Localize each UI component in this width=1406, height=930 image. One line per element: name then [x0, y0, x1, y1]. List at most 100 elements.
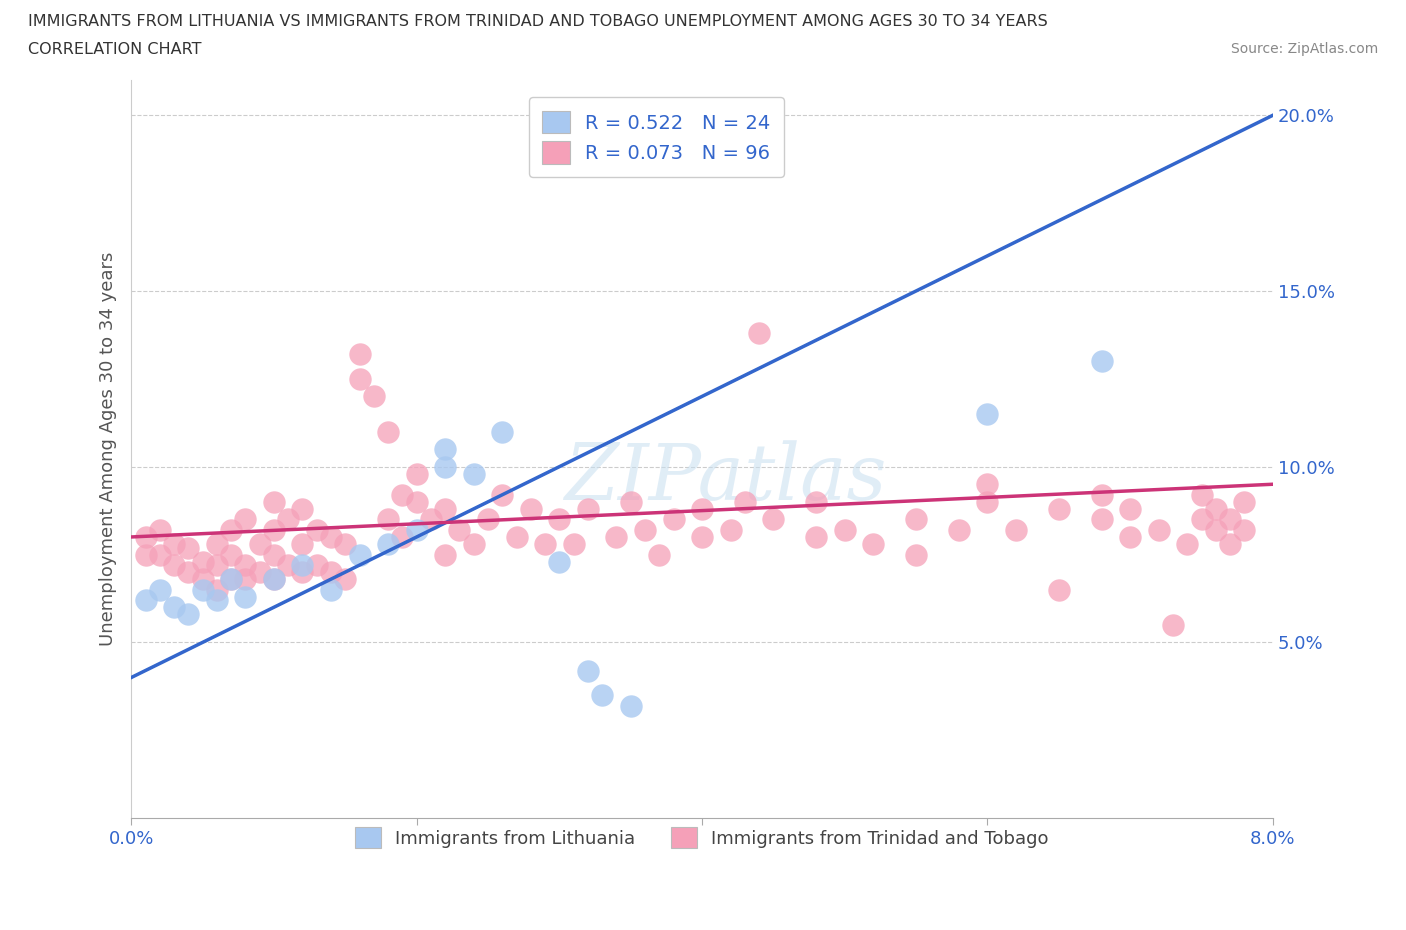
Point [377, 512, 399, 526]
Point [520, 501, 543, 516]
Point [205, 592, 228, 607]
Point [1005, 523, 1028, 538]
Point [434, 442, 457, 457]
Point [1047, 501, 1070, 516]
Point [191, 582, 214, 597]
Point [291, 537, 314, 551]
Point [548, 512, 571, 526]
Point [405, 466, 427, 481]
Point [905, 512, 928, 526]
Legend: Immigrants from Lithuania, Immigrants from Trinidad and Tobago: Immigrants from Lithuania, Immigrants fr… [343, 815, 1062, 861]
Point [219, 523, 242, 538]
Point [319, 582, 342, 597]
Point [249, 565, 271, 579]
Point [1091, 512, 1114, 526]
Point [305, 558, 328, 573]
Point [690, 501, 713, 516]
Point [419, 512, 441, 526]
Point [762, 512, 785, 526]
Point [491, 487, 513, 502]
Point [319, 565, 342, 579]
Point [319, 529, 342, 544]
Point [235, 572, 257, 587]
Point [205, 582, 228, 597]
Point [1233, 495, 1256, 510]
Point [249, 537, 271, 551]
Point [1175, 537, 1198, 551]
Point [434, 459, 457, 474]
Point [591, 687, 613, 702]
Point [620, 495, 643, 510]
Point [349, 371, 371, 386]
Point [1047, 582, 1070, 597]
Point [219, 572, 242, 587]
Point [634, 523, 657, 538]
Point [806, 495, 828, 510]
Point [235, 512, 257, 526]
Point [177, 565, 200, 579]
Point [662, 512, 685, 526]
Point [948, 523, 970, 538]
Text: ZIPatlas: ZIPatlas [564, 441, 886, 517]
Point [163, 537, 186, 551]
Text: CORRELATION CHART: CORRELATION CHART [28, 42, 201, 57]
Point [219, 572, 242, 587]
Point [1191, 512, 1213, 526]
Point [377, 537, 399, 551]
Point [449, 523, 471, 538]
Point [976, 477, 998, 492]
Point [491, 424, 513, 439]
Point [463, 466, 485, 481]
Point [149, 523, 172, 538]
Point [191, 554, 214, 569]
Point [391, 487, 413, 502]
Point [291, 558, 314, 573]
Point [862, 537, 884, 551]
Point [905, 547, 928, 562]
Point [1205, 501, 1227, 516]
Point [377, 424, 399, 439]
Point [349, 347, 371, 362]
Y-axis label: Unemployment Among Ages 30 to 34 years: Unemployment Among Ages 30 to 34 years [100, 252, 117, 646]
Point [134, 529, 156, 544]
Point [562, 537, 585, 551]
Point [149, 582, 172, 597]
Point [1091, 487, 1114, 502]
Point [277, 558, 299, 573]
Point [1091, 353, 1114, 368]
Point [534, 537, 557, 551]
Point [149, 547, 172, 562]
Point [976, 495, 998, 510]
Point [235, 590, 257, 604]
Point [263, 547, 285, 562]
Point [134, 592, 156, 607]
Point [548, 554, 571, 569]
Point [405, 523, 427, 538]
Point [177, 607, 200, 622]
Point [1233, 523, 1256, 538]
Point [363, 389, 385, 404]
Text: Source: ZipAtlas.com: Source: ZipAtlas.com [1230, 42, 1378, 56]
Point [576, 663, 599, 678]
Point [405, 495, 427, 510]
Point [620, 698, 643, 713]
Point [291, 501, 314, 516]
Point [163, 600, 186, 615]
Point [720, 523, 742, 538]
Text: IMMIGRANTS FROM LITHUANIA VS IMMIGRANTS FROM TRINIDAD AND TOBAGO UNEMPLOYMENT AM: IMMIGRANTS FROM LITHUANIA VS IMMIGRANTS … [28, 14, 1047, 29]
Point [976, 406, 998, 421]
Point [349, 547, 371, 562]
Point [277, 512, 299, 526]
Point [1219, 537, 1241, 551]
Point [263, 523, 285, 538]
Point [434, 547, 457, 562]
Point [648, 547, 671, 562]
Point [305, 523, 328, 538]
Point [219, 547, 242, 562]
Point [335, 572, 357, 587]
Point [463, 537, 485, 551]
Point [1119, 529, 1142, 544]
Point [235, 558, 257, 573]
Point [434, 501, 457, 516]
Point [690, 529, 713, 544]
